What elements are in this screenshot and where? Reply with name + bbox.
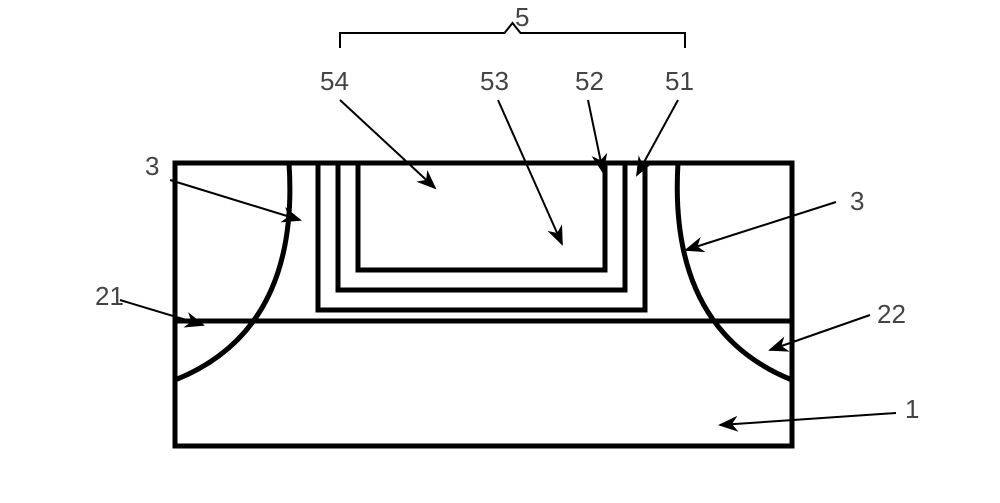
- label-l54: 54: [320, 66, 349, 96]
- arrow-a1: [720, 413, 896, 425]
- diagram-svg: 5 54 53 52 51 3 3 21 22 1: [0, 0, 1000, 503]
- u-shape-inner: [358, 163, 605, 270]
- outer-rect: [175, 163, 792, 446]
- arrow-a53: [498, 100, 562, 244]
- label-l22: 22: [877, 299, 906, 329]
- arrow-a3r: [686, 202, 836, 250]
- top-bracket: [340, 23, 685, 48]
- label-l1: 1: [905, 394, 919, 424]
- label-brace: 5: [515, 2, 529, 32]
- label-l51: 51: [665, 66, 694, 96]
- arrow-a21: [120, 300, 203, 325]
- label-l53: 53: [480, 66, 509, 96]
- label-l3right: 3: [850, 186, 864, 216]
- arrow-a54: [340, 100, 435, 188]
- label-l52: 52: [575, 66, 604, 96]
- left-sti-curve: [175, 163, 290, 380]
- label-l21: 21: [95, 281, 124, 311]
- label-l3left: 3: [145, 151, 159, 181]
- arrow-a3l: [170, 180, 300, 220]
- diagram-container: 5 54 53 52 51 3 3 21 22 1: [0, 0, 1000, 503]
